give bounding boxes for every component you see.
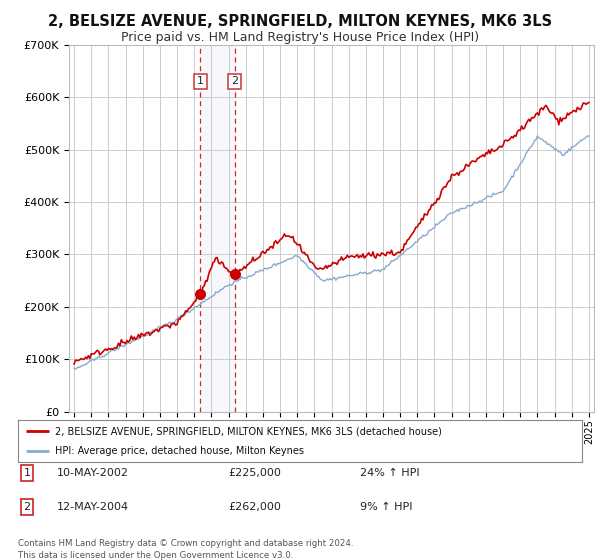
Text: HPI: Average price, detached house, Milton Keynes: HPI: Average price, detached house, Milt… — [55, 446, 304, 456]
Text: 9% ↑ HPI: 9% ↑ HPI — [360, 502, 413, 512]
Text: 1: 1 — [23, 468, 31, 478]
Text: 1: 1 — [197, 77, 204, 86]
Text: 2: 2 — [231, 77, 238, 86]
Text: 24% ↑ HPI: 24% ↑ HPI — [360, 468, 419, 478]
Bar — [200, 45, 235, 412]
Text: 2: 2 — [23, 502, 31, 512]
Text: Price paid vs. HM Land Registry's House Price Index (HPI): Price paid vs. HM Land Registry's House … — [121, 31, 479, 44]
Text: 2, BELSIZE AVENUE, SPRINGFIELD, MILTON KEYNES, MK6 3LS: 2, BELSIZE AVENUE, SPRINGFIELD, MILTON K… — [48, 14, 552, 29]
Text: £225,000: £225,000 — [228, 468, 281, 478]
Text: £262,000: £262,000 — [228, 502, 281, 512]
Text: 2, BELSIZE AVENUE, SPRINGFIELD, MILTON KEYNES, MK6 3LS (detached house): 2, BELSIZE AVENUE, SPRINGFIELD, MILTON K… — [55, 426, 442, 436]
Text: 10-MAY-2002: 10-MAY-2002 — [57, 468, 129, 478]
Text: Contains HM Land Registry data © Crown copyright and database right 2024.
This d: Contains HM Land Registry data © Crown c… — [18, 539, 353, 559]
Text: 12-MAY-2004: 12-MAY-2004 — [57, 502, 129, 512]
